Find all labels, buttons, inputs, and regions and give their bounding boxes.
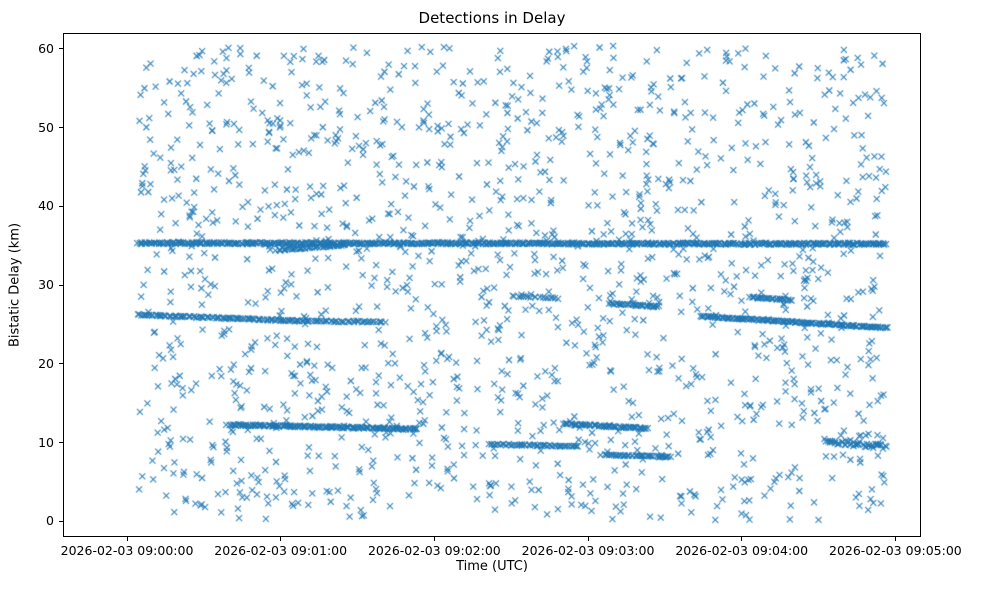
- y-tick-label: 50: [38, 119, 54, 135]
- x-axis-label: Time (UTC): [456, 559, 528, 574]
- y-tick-mark: [59, 363, 63, 365]
- y-tick-mark: [59, 48, 63, 50]
- plot-area: [63, 33, 922, 538]
- x-tick-label: 2026-02-03 09:01:00: [214, 543, 348, 558]
- y-tick-label: 60: [38, 40, 54, 56]
- y-tick-mark: [59, 127, 63, 128]
- x-tick-label: 2026-02-03 09:04:00: [675, 543, 809, 558]
- y-tick-mark: [59, 520, 63, 522]
- y-tick-label: 10: [38, 434, 54, 450]
- scatter-points-canvas: [64, 34, 922, 538]
- y-tick-mark: [59, 284, 63, 286]
- chart-title: Detections in Delay: [418, 9, 566, 27]
- x-tick-label: 2026-02-03 09:05:00: [828, 543, 962, 558]
- x-tick-mark: [126, 537, 128, 541]
- x-tick-label: 2026-02-03 09:03:00: [521, 543, 655, 558]
- y-tick-mark: [59, 442, 63, 443]
- x-tick-mark: [587, 537, 589, 541]
- x-tick-mark: [280, 537, 282, 541]
- x-tick-label: 2026-02-03 09:00:00: [60, 543, 194, 558]
- y-tick-label: 0: [46, 513, 54, 529]
- x-tick-mark: [741, 537, 743, 541]
- y-tick-label: 30: [38, 277, 54, 292]
- x-tick-mark: [433, 537, 435, 541]
- y-tick-label: 40: [38, 198, 54, 214]
- y-tick-label: 20: [38, 355, 54, 371]
- x-tick-label: 2026-02-03 09:02:00: [367, 543, 501, 558]
- x-tick-mark: [894, 537, 896, 541]
- y-tick-mark: [59, 205, 63, 207]
